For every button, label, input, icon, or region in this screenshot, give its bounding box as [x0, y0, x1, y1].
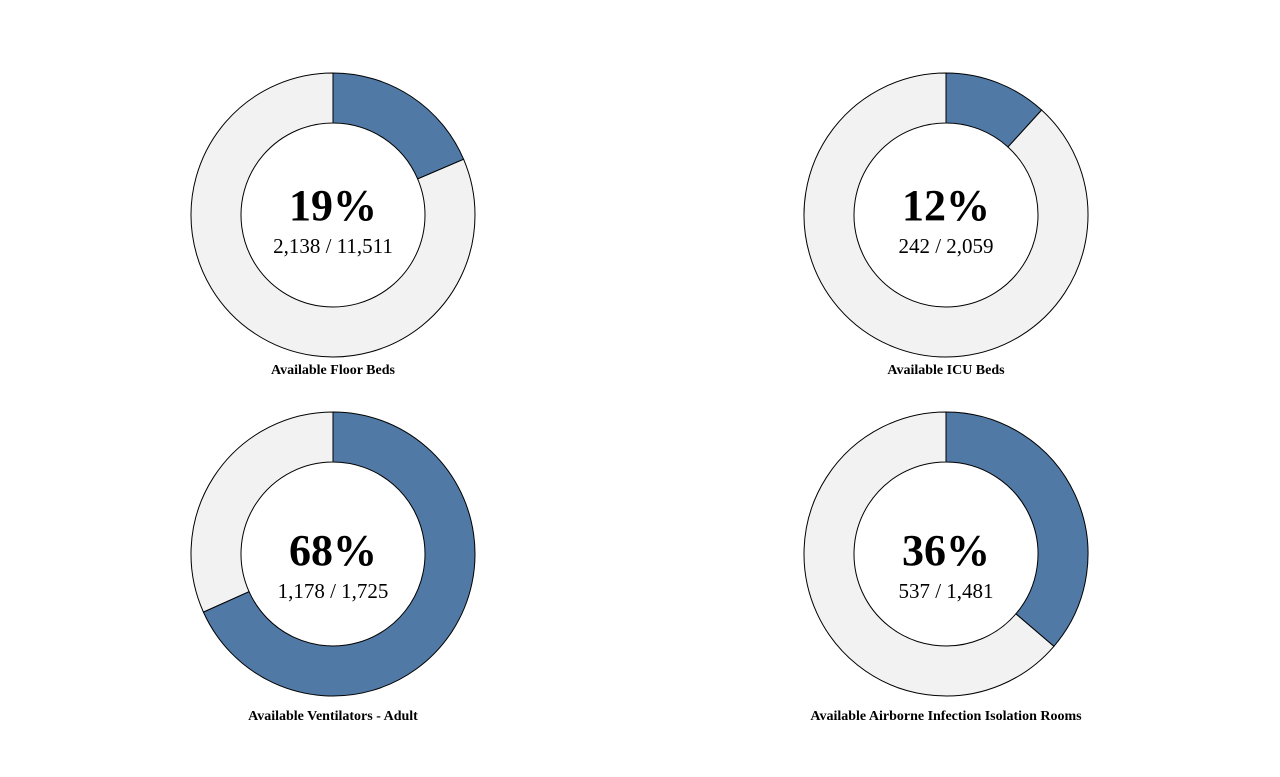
gauge-icu-beds: 12% 242 / 2,059 Available ICU Beds — [746, 48, 1146, 388]
gauge-airborne-isolation-rooms: 36% 537 / 1,481 Available Airborne Infec… — [746, 387, 1146, 727]
donut-filled-segment — [945, 411, 1089, 647]
gauge-label: Available Floor Beds — [271, 363, 395, 378]
donut-filled-segment — [202, 411, 476, 697]
donut-ventilators-adult — [190, 411, 476, 697]
donut-empty-segment — [190, 72, 476, 358]
donut-filled-segment — [945, 72, 1043, 148]
ratio-value: 1,178 / 1,725 — [277, 579, 389, 603]
gauge-floor-beds: 19% 2,138 / 11,511 Available Floor Beds — [133, 48, 533, 388]
donut-filled-segment — [332, 72, 465, 180]
donut-floor-beds — [190, 72, 476, 358]
ratio-value: 537 / 1,481 — [898, 579, 994, 603]
percent-value: 12% — [902, 181, 990, 230]
gauge-label: Available Airborne Infection Isolation R… — [810, 709, 1082, 724]
donut-empty-segment — [803, 411, 1055, 697]
donut-airborne-isolation-rooms — [803, 411, 1089, 697]
gauge-ventilators-adult: 68% 1,178 / 1,725 Available Ventilators … — [133, 387, 533, 727]
donut-empty-segment — [190, 411, 334, 613]
ratio-value: 2,138 / 11,511 — [273, 234, 393, 258]
donut-icu-beds — [803, 72, 1089, 358]
donut-empty-segment — [803, 72, 1089, 358]
percent-value: 19% — [289, 181, 377, 230]
gauge-label: Available Ventilators - Adult — [248, 709, 418, 724]
ratio-value: 242 / 2,059 — [898, 234, 994, 258]
gauge-label: Available ICU Beds — [887, 363, 1005, 378]
percent-value: 68% — [289, 526, 377, 575]
percent-value: 36% — [902, 526, 990, 575]
